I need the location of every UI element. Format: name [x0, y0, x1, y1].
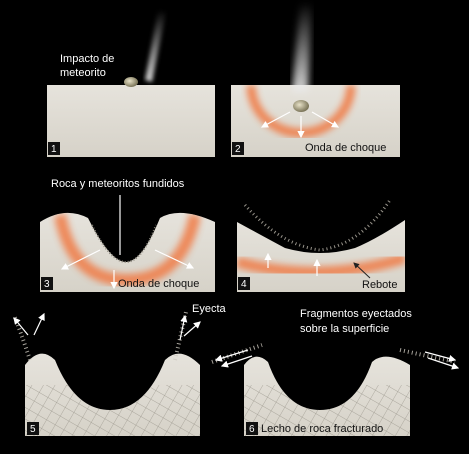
panel-3-label: Onda de choque	[118, 278, 199, 290]
panel-number-box	[232, 142, 244, 155]
smoke-trail	[145, 10, 166, 82]
arrow-icon	[13, 317, 29, 336]
arrow-icon	[33, 312, 45, 336]
panel-2: Onda de choque 2	[231, 2, 400, 157]
shockwave	[54, 213, 201, 287]
panel-number-box	[41, 277, 53, 290]
panel-number-box	[48, 142, 60, 155]
arrow-icon	[183, 321, 201, 337]
smoke-plume	[292, 2, 312, 92]
panel-3: Roca y meteoritos fundidos Onda de choqu…	[40, 178, 215, 292]
ground-block	[47, 85, 215, 157]
panel-number: 3	[44, 279, 50, 290]
panel-number-box	[27, 422, 39, 435]
panel-6-label-top-line-2: sobre la superficie	[300, 323, 389, 335]
arrow-icon	[60, 249, 101, 270]
panel-6-label: Lecho de roca fracturado	[261, 423, 383, 435]
panel-6: Fragmentos eyectados sobre la superficie…	[211, 308, 460, 436]
ground-block	[231, 85, 400, 157]
panel-number: 4	[241, 279, 247, 290]
panel-1: Impacto de meteorito 1	[47, 10, 215, 157]
panel-5-label: Eyecta	[192, 303, 227, 315]
arrow-icon	[311, 111, 340, 128]
fractured-bedrock	[25, 385, 200, 436]
arrow-icon	[179, 314, 188, 341]
panel-2-label: Onda de choque	[305, 142, 386, 154]
panel-5: Eyecta 5	[12, 303, 227, 436]
panel-3-label-top: Roca y meteoritos fundidos	[51, 178, 185, 190]
panel-6-label-top-line-1: Fragmentos eyectados	[300, 308, 412, 320]
panel-1-label-line-2: meteorito	[60, 67, 106, 79]
panel-number: 6	[249, 424, 255, 435]
arrow-icon	[154, 249, 195, 269]
shockwave	[237, 252, 405, 278]
panel-4: Rebote 4	[237, 199, 405, 292]
arrow-icon	[220, 355, 253, 368]
panel-1-label-line-1: Impacto de	[60, 53, 114, 65]
panel-number: 1	[51, 144, 57, 155]
panel-number: 5	[30, 424, 36, 435]
panel-number-box	[238, 277, 250, 290]
leader-line	[353, 262, 371, 279]
arrow-icon	[260, 111, 291, 128]
ejecta-spray	[173, 311, 188, 361]
debris-spray	[243, 199, 392, 252]
meteorite-icon	[293, 100, 309, 112]
arrow-icon	[214, 349, 249, 362]
ejecta-fragments	[399, 348, 456, 364]
panel-number: 2	[235, 144, 241, 155]
meteorite-icon	[124, 77, 138, 87]
panel-4-label: Rebote	[362, 279, 397, 291]
arrow-icon	[424, 351, 457, 362]
panel-number-box	[246, 422, 258, 435]
arrow-icon	[427, 357, 460, 370]
